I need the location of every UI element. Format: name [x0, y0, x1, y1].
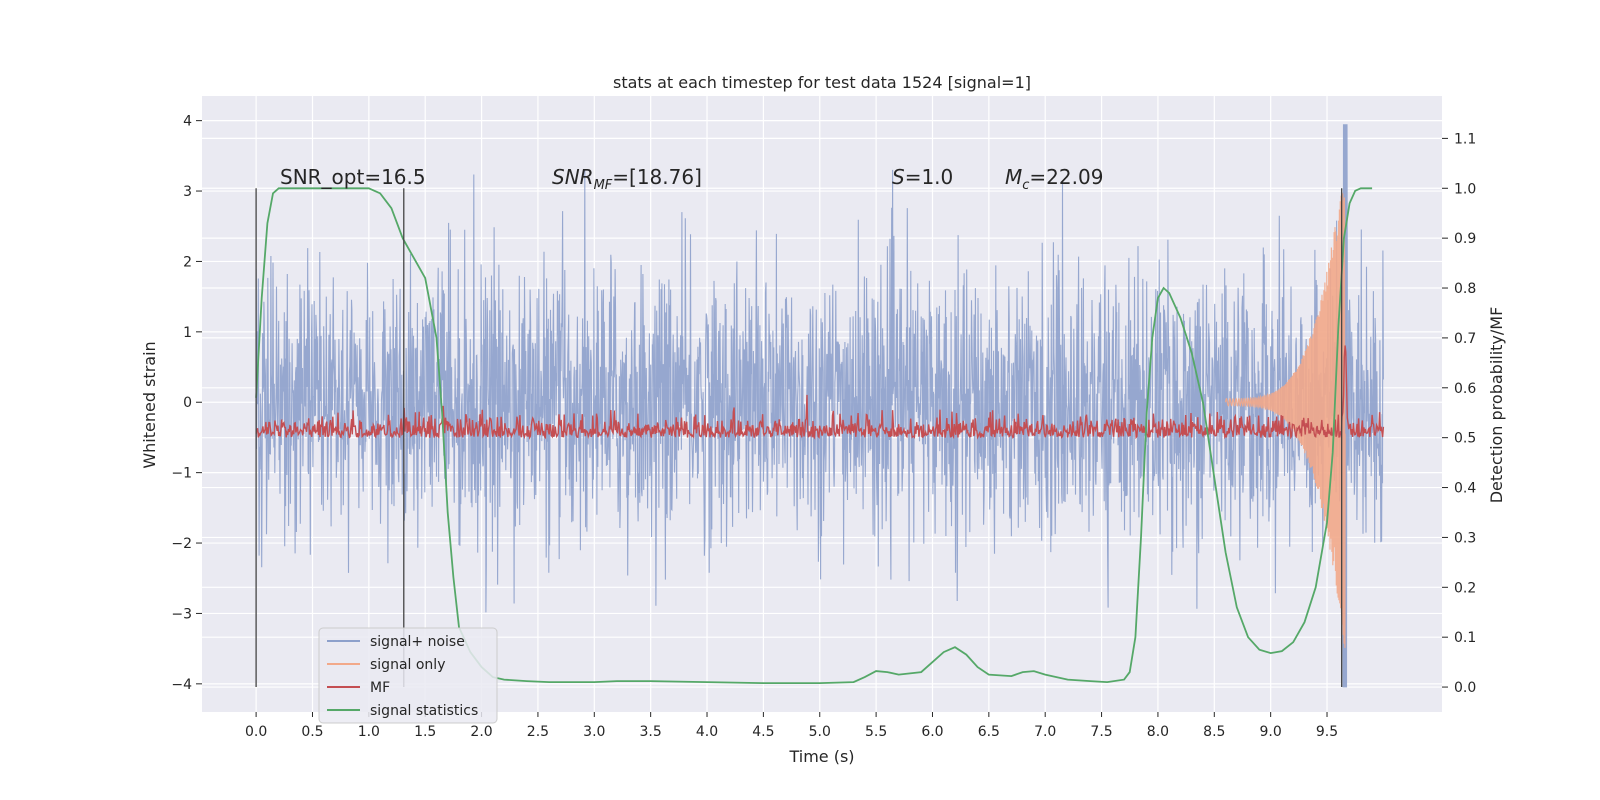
y-tick-label: −2 [171, 536, 192, 552]
x-tick-label: 7.0 [1034, 724, 1056, 740]
y-tick-label: 4 [183, 114, 192, 130]
series-mf [255, 345, 1385, 440]
legend-label-signal-statistics: signal statistics [370, 703, 478, 719]
annotation-snr-mf-subscript: MF [594, 178, 613, 193]
legend-label-mf: MF [370, 680, 390, 696]
x-tick-label: 9.5 [1316, 724, 1338, 740]
y-tick-label: 0 [183, 395, 192, 411]
legend-box [318, 627, 498, 724]
x-tick-label: 0.5 [301, 724, 323, 740]
y-tick-label: 1 [183, 325, 192, 341]
annotation-snr-mf-symbol: SNR [552, 165, 594, 189]
x-tick-label: 3.5 [640, 724, 662, 740]
y2-tick-label: 0.9 [1454, 231, 1476, 247]
y2-tick-label: 0.1 [1454, 630, 1476, 646]
y2-tick-label: 0.6 [1454, 381, 1476, 397]
x-tick-labels: 0.0 0.5 1.0 1.5 2.0 2.5 3.0 3.5 4.0 4.5 5.0 5.5 6.0 6… [245, 712, 1338, 740]
annotation-snr-mf: SNRMF=[18.76] [552, 165, 702, 193]
x-tick-label: 4.0 [696, 724, 718, 740]
annotation-s-symbol: S [892, 165, 905, 189]
legend-label-signal-noise: signal+ noise [370, 634, 465, 650]
x-tick-label: 1.5 [414, 724, 436, 740]
y-tick-label: 2 [183, 254, 192, 270]
y2-tick-label: 0.0 [1454, 680, 1476, 696]
y2-tick-labels: 1.1 1.0 0.9 0.8 0.7 0.6 0.5 0.4 0.3 0.2 0.1 0.0 [1442, 131, 1476, 696]
x-tick-label: 8.5 [1203, 724, 1225, 740]
annotation-snr-mf-value: =[18.76] [612, 165, 702, 189]
x-axis-label: Time (s) [788, 747, 854, 766]
y2-axis-label: Detection probability/MF [1487, 307, 1506, 504]
annotation-mc: Mc=22.09 [1005, 165, 1103, 193]
series-signal-noise [255, 124, 1384, 688]
y-tick-label: −1 [171, 466, 192, 482]
x-tick-label: 0.0 [245, 724, 267, 740]
chart-title: stats at each timestep for test data 152… [613, 73, 1031, 92]
x-tick-label: 1.0 [358, 724, 380, 740]
y2-tick-label: 1.1 [1454, 131, 1476, 147]
vertical-lines [255, 188, 1343, 688]
x-tick-label: 2.0 [470, 724, 492, 740]
y2-tick-label: 1.0 [1454, 181, 1476, 197]
y-tick-label: 3 [183, 184, 192, 200]
y-tick-label: −4 [171, 677, 192, 693]
legend-label-signal-only: signal only [370, 657, 445, 673]
y2-tick-label: 0.5 [1454, 431, 1476, 447]
x-tick-label: 7.5 [1090, 724, 1112, 740]
y2-tick-label: 0.3 [1454, 530, 1476, 546]
series-layer [255, 124, 1385, 688]
x-tick-label: 8.0 [1147, 724, 1169, 740]
y-axis-label: Whitened strain [140, 341, 159, 468]
annotation-s-value: =1.0 [905, 165, 954, 189]
x-tick-label: 3.0 [583, 724, 605, 740]
series-signal-statistics [255, 187, 1373, 684]
legend: signal+ noise signal only MF signal stat… [318, 627, 498, 724]
annotation-mc-value: =22.09 [1029, 165, 1103, 189]
x-tick-label: 4.5 [752, 724, 774, 740]
annotation-mc-subscript: c [1022, 178, 1029, 193]
x-tick-label: 5.5 [865, 724, 887, 740]
y2-tick-label: 0.4 [1454, 481, 1476, 497]
annotation-snr-opt: SNR_opt=16.5 [280, 165, 426, 189]
x-tick-label: 2.5 [527, 724, 549, 740]
x-tick-label: 6.0 [921, 724, 943, 740]
y2-tick-label: 0.2 [1454, 580, 1476, 596]
x-tick-label: 9.0 [1260, 724, 1282, 740]
y2-tick-label: 0.7 [1454, 331, 1476, 347]
x-tick-label: 6.5 [978, 724, 1000, 740]
x-tick-label: 5.0 [809, 724, 831, 740]
y2-tick-label: 0.8 [1454, 281, 1476, 297]
y-tick-label: −3 [171, 606, 192, 622]
y-tick-labels: 4 3 2 1 0 −1 −2 −3 −4 [171, 114, 202, 693]
annotation-s: S=1.0 [892, 165, 953, 189]
series-signal-only [1225, 192, 1346, 648]
annotation-mc-symbol: M [1005, 165, 1022, 189]
